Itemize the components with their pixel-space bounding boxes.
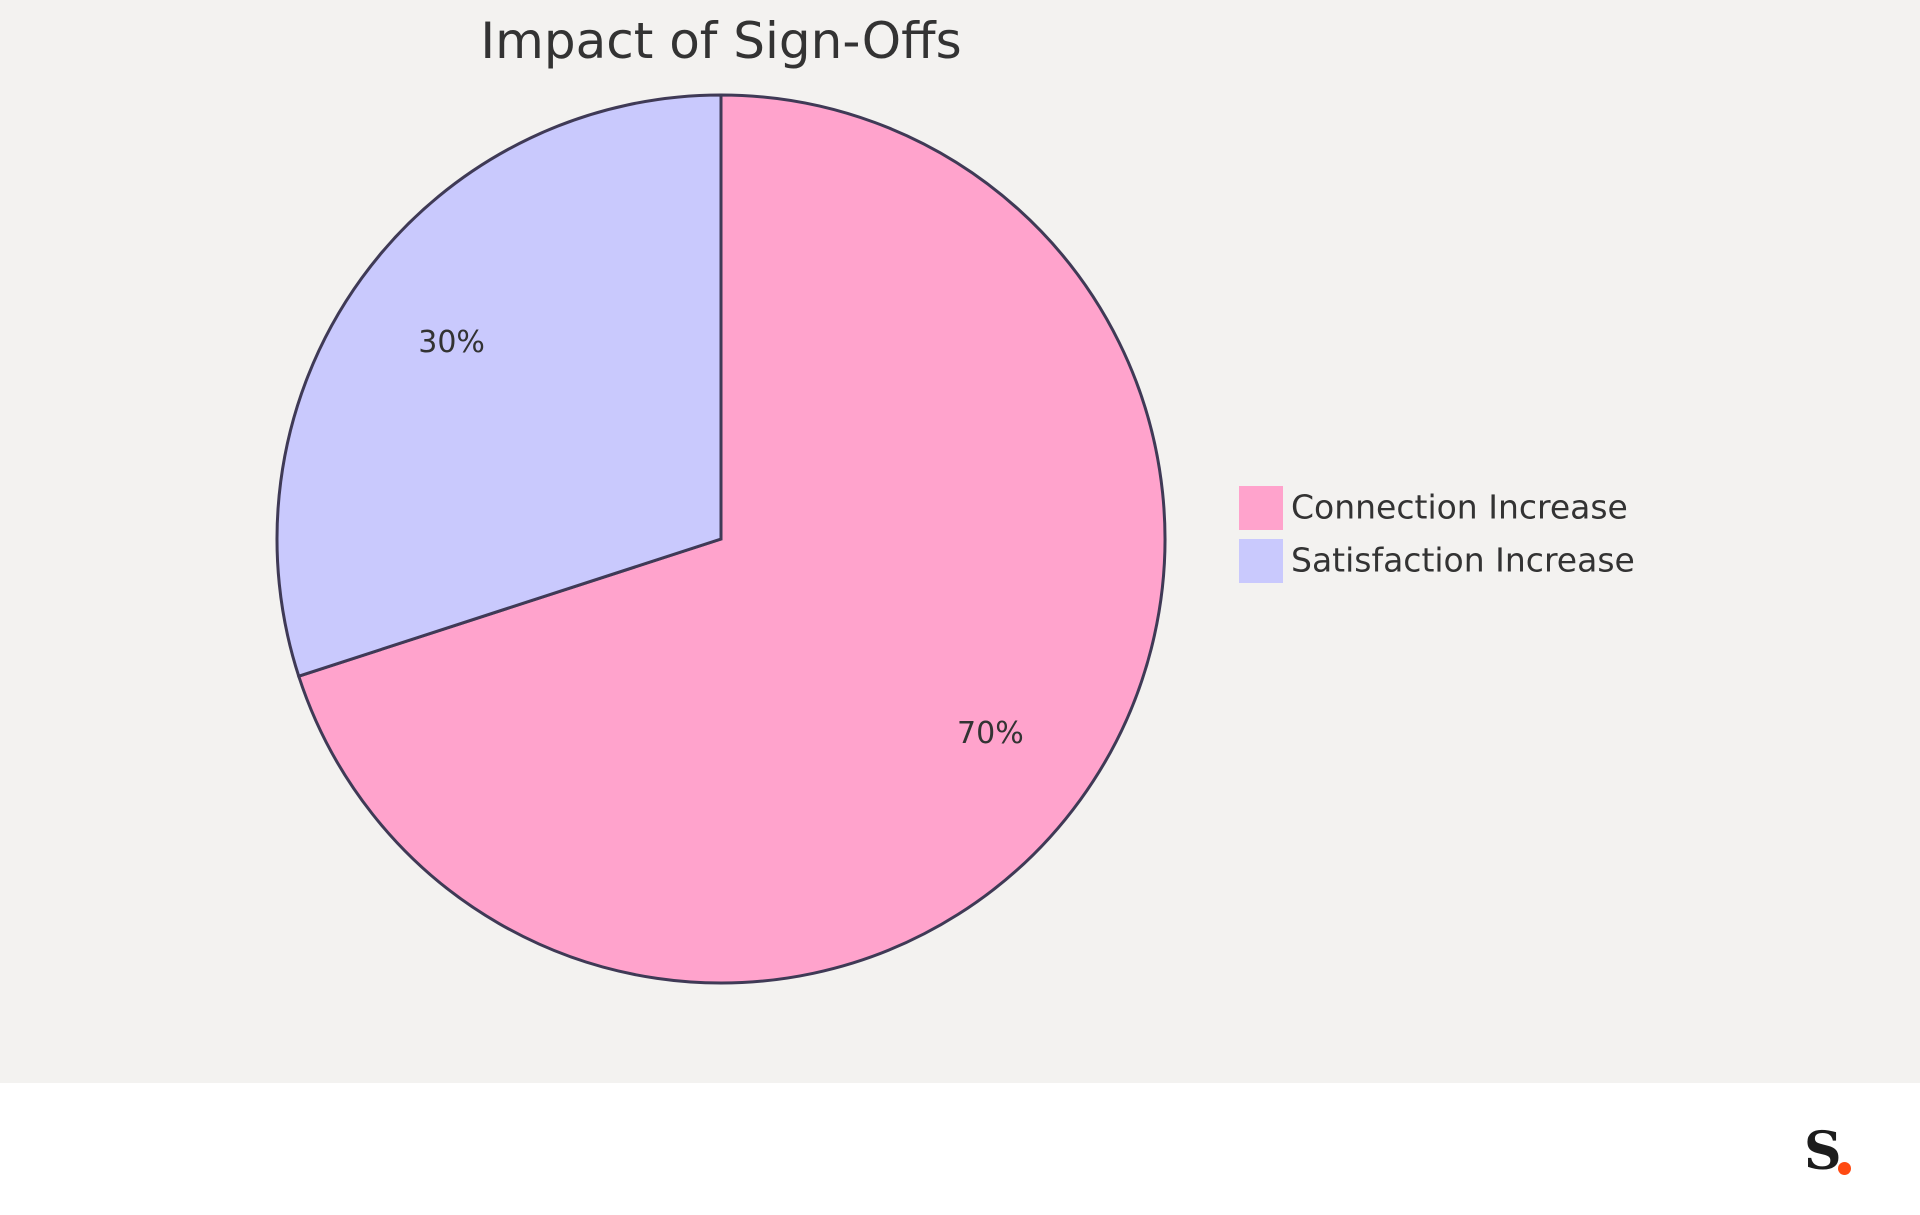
legend-swatch-connection-increase [1239,486,1283,530]
chart-title: Impact of Sign-Offs [480,12,961,70]
logo-dot-icon [1838,1162,1851,1175]
legend-label-satisfaction-increase: Satisfaction Increase [1291,541,1635,580]
brand-logo: S [1804,1122,1864,1188]
pie-slice-connection-increase [296,93,1167,985]
footer [0,1083,1920,1215]
chart-area: Impact of Sign-Offs 70% 30% Connection In… [0,0,1920,1083]
pie-slice-labels: 70% 30% [418,325,1023,751]
slice-label-connection-increase: 70% [957,716,1024,751]
chart-legend: Connection Increase Satisfaction Increase [1239,486,1635,583]
pie-slices [275,93,1167,985]
legend-swatch-satisfaction-increase [1239,539,1283,583]
pie-chart: Impact of Sign-Offs 70% 30% Connection In… [275,12,1635,985]
pie-slice-satisfaction-increase [275,93,723,679]
legend-label-connection-increase: Connection Increase [1291,488,1628,527]
logo-letter: S [1804,1121,1842,1182]
slice-label-satisfaction-increase: 30% [418,325,485,360]
